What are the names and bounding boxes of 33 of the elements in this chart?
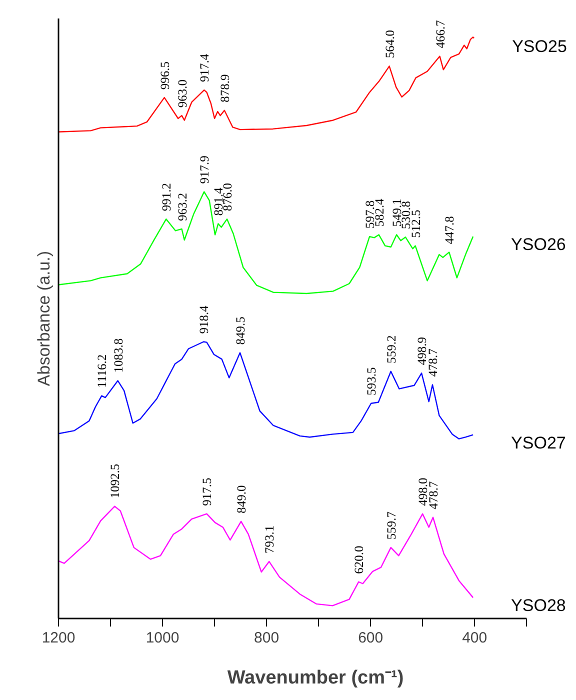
text: YSO28 (511, 596, 566, 616)
annotation: 917.4 (198, 53, 212, 82)
annotation: 559.2 (384, 335, 398, 364)
y-axis-title: Absorbance (a.u.) (34, 250, 54, 386)
annotation: 849.5 (234, 316, 248, 345)
annotation: 559.7 (384, 511, 398, 540)
x-tick-label: 600 (358, 630, 384, 646)
annotation: 620.0 (352, 546, 366, 574)
text: YSO25 (512, 36, 567, 56)
text: YSO26 (511, 235, 566, 254)
annotation: 963.0 (175, 79, 190, 108)
x-tick-label: 1200 (42, 630, 76, 646)
annotation: 1116.2 (95, 354, 110, 388)
annotation: 593.5 (364, 367, 379, 396)
annotation: 917.9 (198, 156, 212, 184)
annotation: 991.2 (160, 182, 174, 212)
x-tick-label: 800 (254, 630, 280, 646)
annotation: 793.1 (262, 525, 277, 554)
annotation: 963.2 (175, 192, 190, 221)
annotation: 878.9 (218, 74, 232, 102)
annotation: 1092.5 (108, 464, 122, 498)
annotation: 849.0 (234, 485, 249, 514)
annotation: 996.5 (158, 61, 172, 90)
text: YSO27 (511, 433, 566, 452)
annotation: 918.4 (197, 304, 212, 334)
annotation: 917.5 (200, 478, 214, 506)
annotation: 564.0 (382, 30, 397, 58)
annotation: 466.7 (433, 20, 448, 48)
x-tick-label: 400 (462, 630, 488, 646)
annotation: 447.8 (442, 216, 457, 244)
annotation: 1083.8 (111, 338, 126, 373)
x-axis-title: Wavenumber (cm⁻¹) (227, 668, 404, 688)
x-tick-label: 1000 (146, 630, 180, 646)
